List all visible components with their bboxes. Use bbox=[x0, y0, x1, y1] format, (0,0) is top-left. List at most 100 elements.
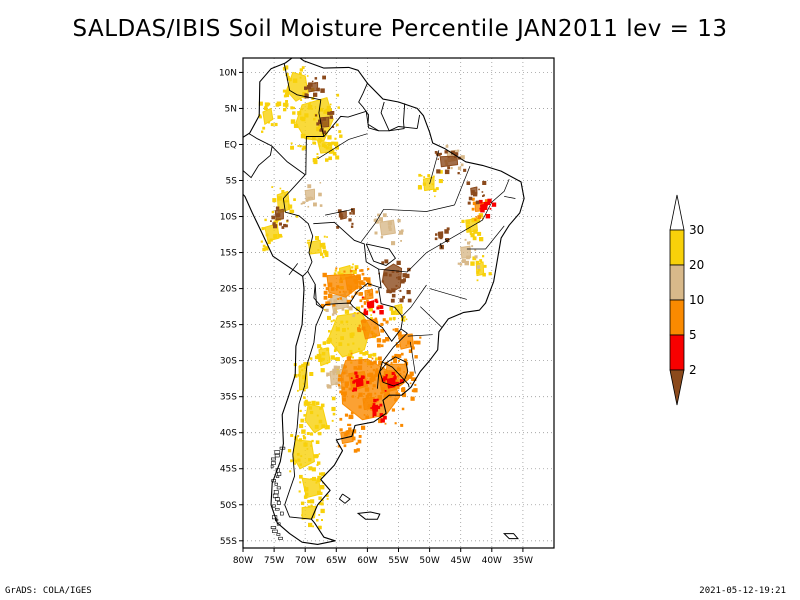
moisture-speckle-20 bbox=[341, 364, 345, 368]
moisture-speckle-2 bbox=[394, 374, 396, 377]
moisture-speckle-20 bbox=[387, 221, 392, 226]
moisture-speckle-30 bbox=[340, 320, 344, 324]
moisture-speckle-5 bbox=[360, 269, 364, 272]
moisture-speckle-20 bbox=[305, 199, 309, 202]
moisture-speckle-20 bbox=[464, 238, 467, 241]
moisture-speckle-30 bbox=[345, 320, 349, 324]
moisture-speckle-5 bbox=[372, 368, 376, 372]
moisture-speckle-30 bbox=[347, 327, 349, 330]
moisture-speckle-0 bbox=[438, 231, 443, 236]
moisture-speckle-30 bbox=[326, 236, 328, 238]
moisture-speckle-5 bbox=[384, 393, 388, 397]
moisture-speckle-10 bbox=[393, 359, 398, 364]
moisture-speckle-10 bbox=[357, 439, 362, 444]
moisture-speckle-30 bbox=[316, 414, 319, 417]
moisture-speckle-20 bbox=[398, 230, 404, 235]
moisture-speckle-30 bbox=[433, 175, 435, 178]
moisture-speckle-5 bbox=[357, 397, 360, 399]
country-border bbox=[416, 114, 421, 129]
moisture-speckle-2 bbox=[385, 374, 388, 377]
moisture-speckle-0 bbox=[315, 114, 318, 117]
moisture-speckle-10 bbox=[378, 419, 383, 424]
moisture-speckle-10 bbox=[411, 346, 415, 350]
moisture-speckle-30 bbox=[310, 410, 314, 415]
moisture-speckle-30 bbox=[284, 193, 287, 196]
moisture-speckle-30 bbox=[264, 218, 267, 222]
moisture-speckle-0 bbox=[351, 208, 355, 212]
moisture-speckle-5 bbox=[345, 384, 349, 388]
moisture-speckle-0 bbox=[468, 196, 473, 201]
moisture-speckle-10 bbox=[371, 357, 374, 360]
moisture-speckle-30 bbox=[326, 497, 329, 500]
moisture-speckle-10 bbox=[403, 371, 405, 373]
moisture-speckle-20 bbox=[332, 368, 337, 374]
moisture-speckle-10 bbox=[364, 329, 367, 332]
moisture-speckle-20 bbox=[332, 372, 336, 376]
moisture-speckle-30 bbox=[338, 130, 342, 134]
axis-ticks: 10N 5N EQ 5S 10S 15S 20S 25S 30S 35S 40S 45S 50S 55S 8… bbox=[219, 68, 533, 566]
moisture-speckle-30 bbox=[302, 145, 307, 150]
moisture-speckle-30 bbox=[479, 237, 484, 242]
moisture-speckle-0 bbox=[396, 270, 399, 273]
moisture-speckle-30 bbox=[312, 136, 316, 141]
moisture-speckle-10 bbox=[371, 333, 374, 335]
moisture-speckle-30 bbox=[320, 368, 325, 373]
moisture-speckle-30 bbox=[307, 239, 309, 242]
fjord-island bbox=[272, 529, 278, 533]
moisture-speckle-30 bbox=[469, 232, 473, 235]
moisture-speckle-10 bbox=[340, 280, 343, 283]
moisture-speckle-0 bbox=[402, 278, 406, 283]
moisture-speckle-30 bbox=[300, 501, 305, 505]
moisture-speckle-30 bbox=[301, 66, 305, 69]
lon-tick-label: 75W bbox=[264, 556, 284, 566]
moisture-speckle-30 bbox=[431, 183, 434, 186]
moisture-speckle-5 bbox=[348, 290, 352, 294]
moisture-speckle-30 bbox=[293, 198, 296, 201]
moisture-speckle-2 bbox=[478, 199, 483, 204]
moisture-speckle-30 bbox=[319, 107, 323, 112]
moisture-speckle-5 bbox=[380, 391, 383, 395]
fjord-island bbox=[278, 536, 283, 540]
moisture-speckle-5 bbox=[361, 305, 364, 308]
moisture-speckle-30 bbox=[288, 203, 290, 206]
moisture-speckle-20 bbox=[326, 372, 330, 377]
moisture-speckle-10 bbox=[377, 343, 381, 348]
fjord-island bbox=[272, 504, 276, 508]
lon-tick-label: 50W bbox=[419, 556, 439, 566]
moisture-speckle-30 bbox=[328, 149, 333, 154]
moisture-patch-2-core bbox=[366, 300, 375, 309]
moisture-speckle-30 bbox=[327, 315, 331, 320]
moisture-speckle-20 bbox=[459, 263, 463, 266]
moisture-speckle-0 bbox=[348, 218, 352, 222]
moisture-speckle-0 bbox=[444, 150, 448, 154]
moisture-speckle-10 bbox=[419, 336, 422, 339]
moisture-speckle-0 bbox=[330, 111, 335, 115]
moisture-speckle-30 bbox=[352, 269, 357, 274]
moisture-speckle-5 bbox=[472, 201, 477, 206]
moisture-speckle-10 bbox=[361, 326, 366, 331]
moisture-speckle-10 bbox=[381, 366, 385, 370]
moisture-speckle-30 bbox=[287, 449, 292, 453]
moisture-speckle-0 bbox=[467, 201, 471, 205]
moisture-speckle-10 bbox=[321, 303, 325, 308]
moisture-speckle-0 bbox=[437, 158, 439, 160]
legend-label: 5 bbox=[689, 328, 697, 342]
moisture-speckle-30 bbox=[277, 115, 281, 119]
moisture-speckle-0 bbox=[304, 86, 308, 90]
moisture-speckle-20 bbox=[319, 182, 322, 184]
state-boundary bbox=[360, 209, 384, 243]
moisture-speckle-30 bbox=[296, 452, 300, 456]
moisture-speckle-30 bbox=[327, 108, 332, 113]
moisture-speckle-30 bbox=[320, 347, 323, 350]
moisture-speckle-10 bbox=[380, 322, 384, 326]
moisture-speckle-30 bbox=[316, 156, 319, 159]
moisture-speckle-30 bbox=[310, 444, 313, 447]
moisture-speckle-30 bbox=[261, 130, 264, 133]
legend-label: 2 bbox=[689, 363, 697, 377]
moisture-speckle-30 bbox=[297, 458, 301, 462]
moisture-speckle-5 bbox=[368, 293, 372, 297]
moisture-speckle-2 bbox=[375, 300, 379, 304]
moisture-speckle-30 bbox=[261, 227, 265, 230]
moisture-speckle-30 bbox=[317, 432, 320, 435]
moisture-patch-2-core bbox=[355, 377, 364, 388]
